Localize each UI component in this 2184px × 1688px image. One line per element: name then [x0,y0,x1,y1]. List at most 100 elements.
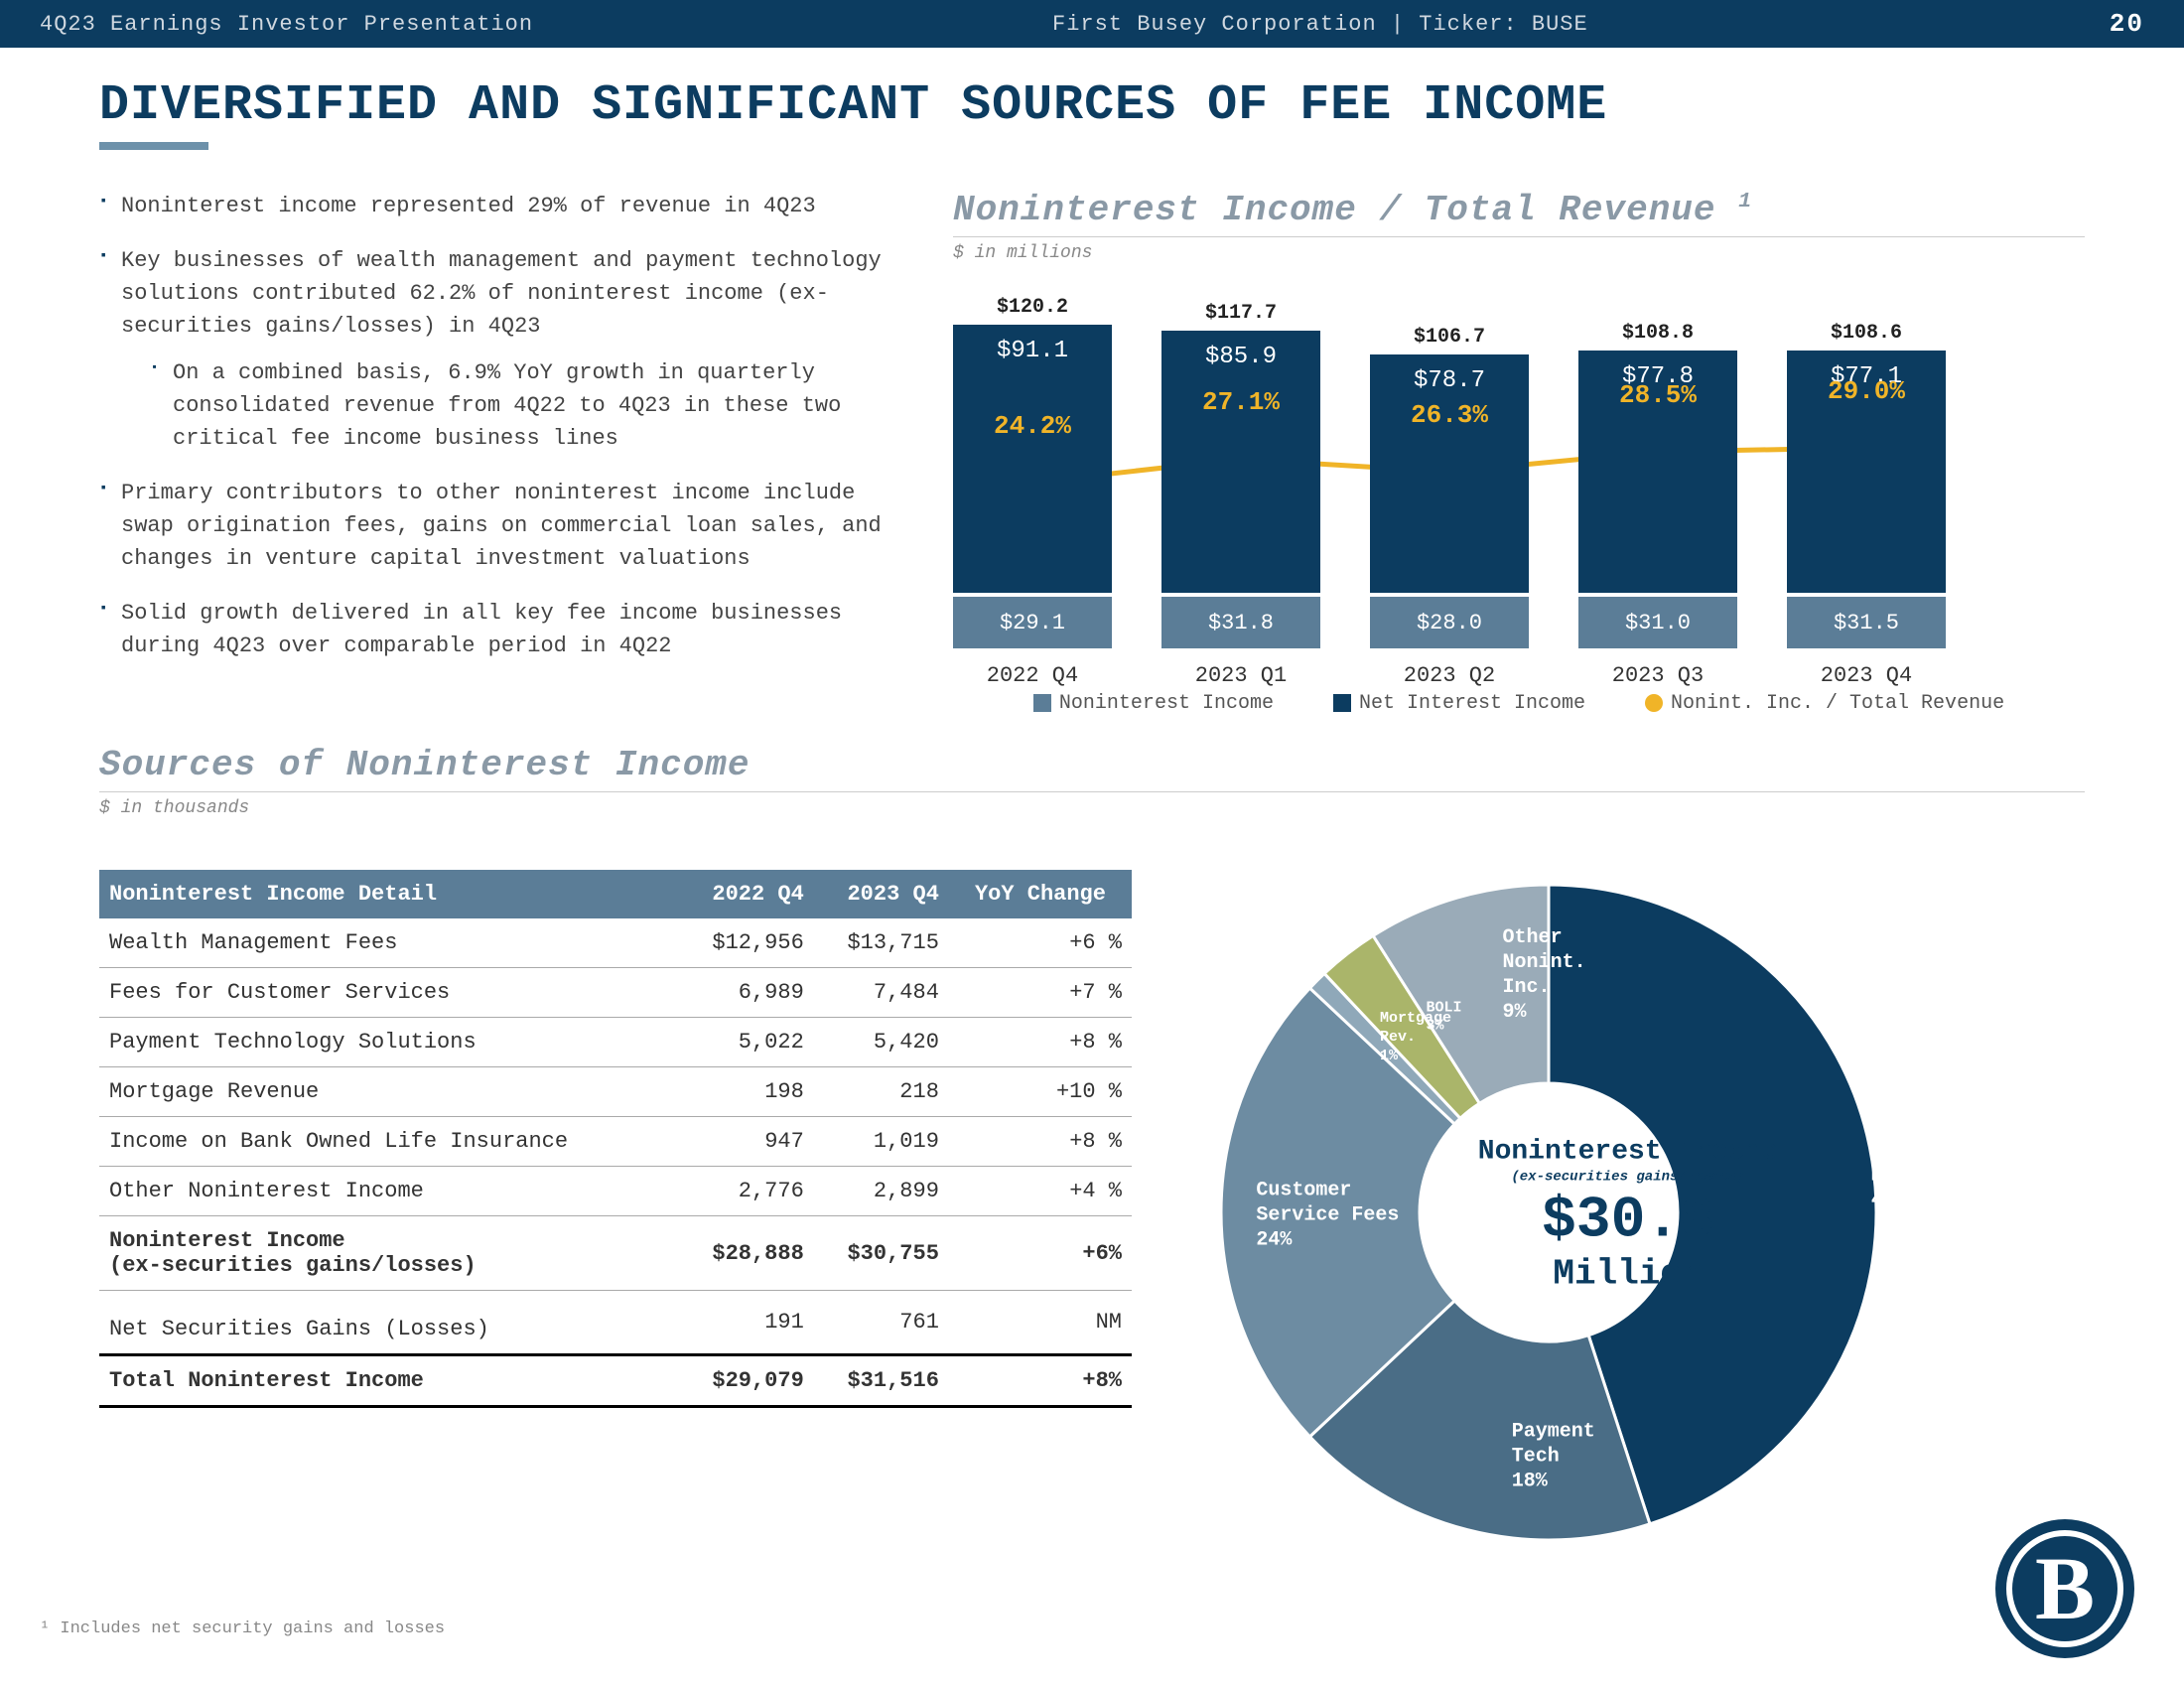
legend-item: Nonint. Inc. / Total Revenue [1645,692,2004,715]
table-row: Mortgage Revenue198218+10 % [99,1067,1132,1117]
bullet-text: Key businesses of wealth management and … [121,248,882,339]
line-pct-label: 24.2% [994,411,1071,441]
td: 5,022 [679,1018,814,1067]
td: Payment Technology Solutions [99,1018,679,1067]
td: 2,899 [814,1167,949,1216]
td: 198 [679,1067,814,1117]
donut-center-value: $30.8 [1478,1189,1778,1253]
bar-bottom-seg: $29.1 [953,597,1112,648]
bar-x-label: 2023 Q3 [1578,663,1737,688]
td: Other Noninterest Income [99,1167,679,1216]
header-bar: 4Q23 Earnings Investor Presentation Firs… [0,0,2184,48]
legend-item: Noninterest Income [1033,692,1274,715]
line-pct-label: 26.3% [1411,400,1488,430]
td: Mortgage Revenue [99,1067,679,1117]
donut-chart: Noninterest Income (ex-securities gains/… [1171,870,2085,1560]
chart-title: Noninterest Income / Total Revenue 1 [953,190,2085,237]
bar-total-label: $106.7 [1370,326,1529,349]
th: Noninterest Income Detail [99,870,679,918]
bullet-list: Noninterest income represented 29% of re… [99,190,913,662]
detail-table: Noninterest Income Detail 2022 Q4 2023 Q… [99,870,1132,1408]
table-row: Noninterest Income(ex-securities gains/l… [99,1216,1132,1291]
td: 6,989 [679,968,814,1018]
td: +6% [949,1216,1132,1291]
td: 191 [679,1291,814,1355]
td: NM [949,1291,1132,1355]
th: 2022 Q4 [679,870,814,918]
footnote: ¹ Includes net security gains and losses [40,1619,445,1638]
bar-top-value: $78.7 [1370,367,1529,394]
td: Noninterest Income(ex-securities gains/l… [99,1216,679,1291]
bar-x-label: 2023 Q4 [1787,663,1946,688]
legend-label: Noninterest Income [1059,692,1274,715]
td: $12,956 [679,918,814,968]
sub-bullet-list: On a combined basis, 6.9% YoY growth in … [151,356,913,455]
td: 7,484 [814,968,949,1018]
chart-title-super: 1 [1738,190,1752,213]
bar-chart: $120.2$91.1$29.12022 Q4$117.7$85.9$31.82… [953,275,1946,672]
td: +8% [949,1355,1132,1407]
th-text: YoY Change [975,882,1106,907]
header-mid: First Busey Corporation | Ticker: BUSE [1052,12,2065,37]
bar-bottom-seg: $31.8 [1161,597,1320,648]
td: +6 % [949,918,1132,968]
td: $30,755 [814,1216,949,1291]
donut-seg-label: WealthMgmt Fees45% [1871,1139,1979,1213]
bar-total-label: $108.6 [1787,322,1946,345]
bar-bottom-seg: $28.0 [1370,597,1529,648]
donut-center-title: Noninterest Income [1478,1136,1778,1167]
td: 218 [814,1067,949,1117]
donut-seg-label: PaymentTech18% [1512,1420,1595,1494]
td: 947 [679,1117,814,1167]
table-row: Other Noninterest Income2,7762,899+4 % [99,1167,1132,1216]
td: $13,715 [814,918,949,968]
td: +8 % [949,1117,1132,1167]
td: 5,420 [814,1018,949,1067]
sources-title: Sources of Noninterest Income [99,745,2085,792]
table-row: Income on Bank Owned Life Insurance9471,… [99,1117,1132,1167]
td: Income on Bank Owned Life Insurance [99,1117,679,1167]
bar-total-label: $108.8 [1578,322,1737,345]
bar-top-value: $85.9 [1161,344,1320,370]
td: 761 [814,1291,949,1355]
td: +7 % [949,968,1132,1018]
chart-legend: Noninterest Income Net Interest Income N… [953,692,2085,715]
td: Net Securities Gains (Losses) [99,1291,679,1355]
line-pct-label: 28.5% [1619,380,1697,410]
sub-bullet-item: On a combined basis, 6.9% YoY growth in … [151,356,913,455]
logo: B [1995,1519,2134,1658]
bullet-item: Noninterest income represented 29% of re… [99,190,913,222]
logo-letter: B [2006,1530,2123,1647]
header-page-num: 20 [2065,9,2144,39]
bar-x-label: 2023 Q1 [1161,663,1320,688]
legend-label: Nonint. Inc. / Total Revenue [1671,692,2004,715]
td: 1,019 [814,1117,949,1167]
td: Total Noninterest Income [99,1355,679,1407]
bullet-item: Key businesses of wealth management and … [99,244,913,455]
td: +8 % [949,1018,1132,1067]
td: $28,888 [679,1216,814,1291]
page-title: DIVERSIFIED AND SIGNIFICANT SOURCES OF F… [99,77,2184,134]
chart-unit: $ in millions [953,243,2085,263]
donut-seg-label: CustomerService Fees24% [1256,1178,1399,1252]
bar-top-seg [953,325,1112,593]
table-unit: $ in thousands [99,798,2085,818]
bullet-item: Solid growth delivered in all key fee in… [99,597,913,662]
line-pct-label: 29.0% [1828,376,1905,406]
td: $29,079 [679,1355,814,1407]
line-pct-label: 27.1% [1202,387,1280,417]
donut-center-unit: Million [1478,1253,1778,1294]
bullet-item: Primary contributors to other noninteres… [99,477,913,575]
td: Fees for Customer Services [99,968,679,1018]
bar-total-label: $120.2 [953,296,1112,319]
td: +10 % [949,1067,1132,1117]
legend-label: Net Interest Income [1359,692,1585,715]
table-row: Wealth Management Fees$12,956$13,715+6 % [99,918,1132,968]
header-left: 4Q23 Earnings Investor Presentation [40,12,1052,37]
donut-center-sub: (ex-securities gains/losses) [1478,1169,1778,1185]
donut-seg-label: BOLI3% [1426,999,1461,1037]
table-total-row: Total Noninterest Income$29,079$31,516+8… [99,1355,1132,1407]
table-row: Fees for Customer Services6,9897,484+7 % [99,968,1132,1018]
title-underline [99,142,208,150]
legend-item: Net Interest Income [1333,692,1585,715]
